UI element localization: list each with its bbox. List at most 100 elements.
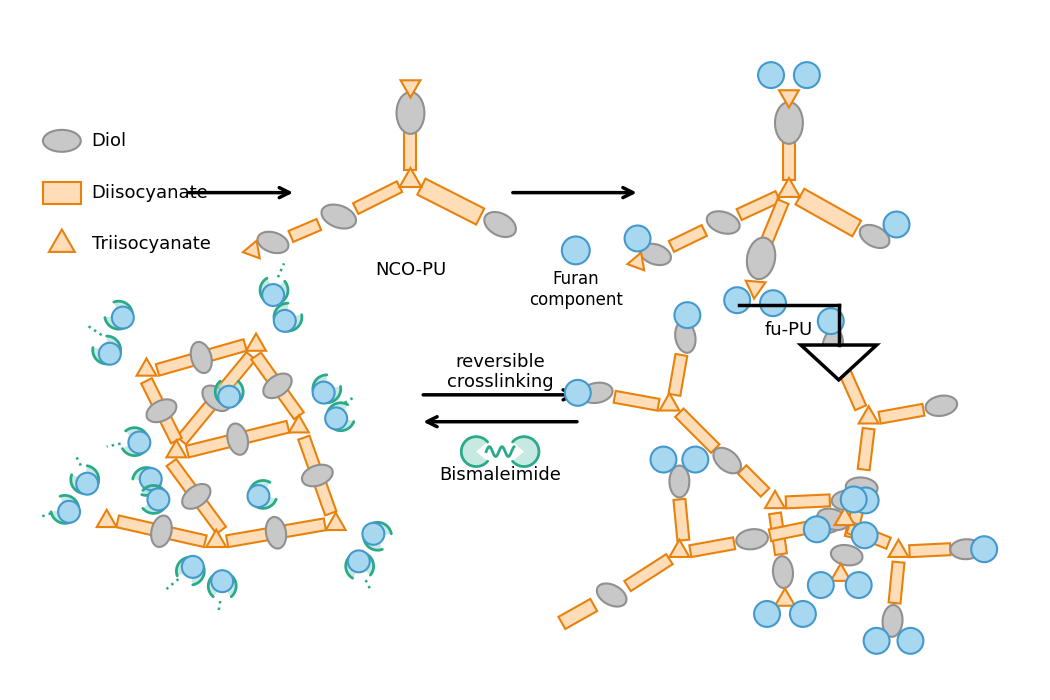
Ellipse shape bbox=[266, 517, 287, 549]
Polygon shape bbox=[136, 358, 156, 376]
Polygon shape bbox=[461, 437, 487, 466]
Ellipse shape bbox=[811, 513, 843, 533]
Ellipse shape bbox=[707, 211, 739, 234]
Polygon shape bbox=[779, 90, 799, 108]
Bar bbox=[673, 499, 689, 541]
Circle shape bbox=[807, 572, 834, 598]
Circle shape bbox=[790, 601, 816, 627]
Circle shape bbox=[348, 550, 370, 573]
Circle shape bbox=[898, 628, 923, 654]
Text: Triisocyanate: Triisocyanate bbox=[91, 235, 211, 253]
Ellipse shape bbox=[183, 484, 210, 509]
Text: reversible
crosslinking: reversible crosslinking bbox=[447, 353, 553, 391]
Bar bbox=[289, 219, 321, 242]
Bar bbox=[141, 378, 182, 443]
Circle shape bbox=[147, 489, 169, 510]
Polygon shape bbox=[859, 406, 879, 424]
Polygon shape bbox=[70, 466, 99, 493]
Bar bbox=[796, 189, 861, 237]
Bar bbox=[669, 354, 688, 396]
Bar bbox=[909, 543, 950, 557]
Circle shape bbox=[674, 302, 700, 328]
Circle shape bbox=[362, 523, 384, 545]
Bar bbox=[689, 538, 735, 557]
Bar bbox=[176, 352, 256, 444]
Polygon shape bbox=[97, 510, 117, 527]
Bar bbox=[783, 141, 795, 180]
Bar bbox=[559, 599, 597, 629]
Ellipse shape bbox=[925, 395, 958, 416]
Bar bbox=[353, 181, 402, 214]
Bar bbox=[251, 353, 303, 419]
Polygon shape bbox=[143, 486, 167, 513]
Circle shape bbox=[852, 522, 878, 548]
Bar bbox=[836, 360, 866, 410]
Ellipse shape bbox=[860, 225, 889, 248]
Ellipse shape bbox=[264, 374, 292, 398]
Ellipse shape bbox=[831, 545, 862, 566]
Polygon shape bbox=[670, 540, 690, 557]
Polygon shape bbox=[512, 437, 539, 466]
Bar bbox=[417, 178, 484, 225]
Polygon shape bbox=[274, 303, 302, 331]
Polygon shape bbox=[105, 301, 132, 329]
Circle shape bbox=[682, 447, 709, 473]
Bar bbox=[846, 522, 890, 549]
Ellipse shape bbox=[950, 539, 982, 559]
Bar bbox=[738, 466, 770, 497]
Circle shape bbox=[794, 62, 820, 88]
Ellipse shape bbox=[675, 321, 695, 353]
Polygon shape bbox=[326, 513, 345, 530]
Circle shape bbox=[883, 211, 909, 237]
Circle shape bbox=[262, 284, 285, 306]
Circle shape bbox=[724, 287, 750, 313]
Ellipse shape bbox=[845, 477, 878, 498]
Polygon shape bbox=[746, 281, 765, 299]
Polygon shape bbox=[92, 336, 121, 364]
Polygon shape bbox=[246, 333, 266, 351]
Polygon shape bbox=[260, 278, 288, 304]
Circle shape bbox=[754, 601, 780, 627]
Circle shape bbox=[565, 380, 591, 406]
Circle shape bbox=[128, 431, 150, 454]
Ellipse shape bbox=[883, 605, 903, 637]
Polygon shape bbox=[49, 230, 75, 252]
Bar bbox=[675, 409, 719, 453]
Bar bbox=[167, 459, 226, 534]
Polygon shape bbox=[345, 552, 374, 578]
Bar bbox=[858, 428, 875, 470]
Ellipse shape bbox=[747, 237, 775, 279]
Circle shape bbox=[274, 310, 296, 332]
Ellipse shape bbox=[397, 92, 424, 134]
Bar bbox=[761, 199, 789, 243]
Bar bbox=[226, 519, 326, 547]
Text: fu-PU: fu-PU bbox=[764, 321, 813, 339]
Text: Furan
component: Furan component bbox=[529, 270, 623, 309]
Circle shape bbox=[864, 628, 889, 654]
Polygon shape bbox=[835, 508, 855, 525]
Circle shape bbox=[818, 308, 844, 334]
Polygon shape bbox=[801, 345, 877, 380]
Bar bbox=[625, 554, 673, 591]
Ellipse shape bbox=[227, 424, 248, 455]
Circle shape bbox=[248, 485, 270, 507]
Circle shape bbox=[112, 307, 133, 328]
Circle shape bbox=[77, 473, 98, 495]
Bar bbox=[785, 494, 831, 508]
Polygon shape bbox=[831, 564, 851, 581]
Ellipse shape bbox=[736, 529, 768, 550]
Polygon shape bbox=[400, 80, 420, 97]
Circle shape bbox=[841, 486, 866, 512]
Text: Bismaleimide: Bismaleimide bbox=[439, 466, 561, 484]
Circle shape bbox=[211, 570, 233, 592]
Circle shape bbox=[804, 517, 830, 542]
Polygon shape bbox=[243, 241, 259, 258]
Circle shape bbox=[140, 468, 162, 490]
Bar bbox=[879, 404, 924, 424]
Circle shape bbox=[58, 500, 80, 523]
Polygon shape bbox=[51, 496, 79, 524]
Polygon shape bbox=[206, 530, 226, 547]
Bar bbox=[769, 522, 810, 541]
Polygon shape bbox=[363, 522, 392, 550]
Ellipse shape bbox=[147, 399, 176, 422]
